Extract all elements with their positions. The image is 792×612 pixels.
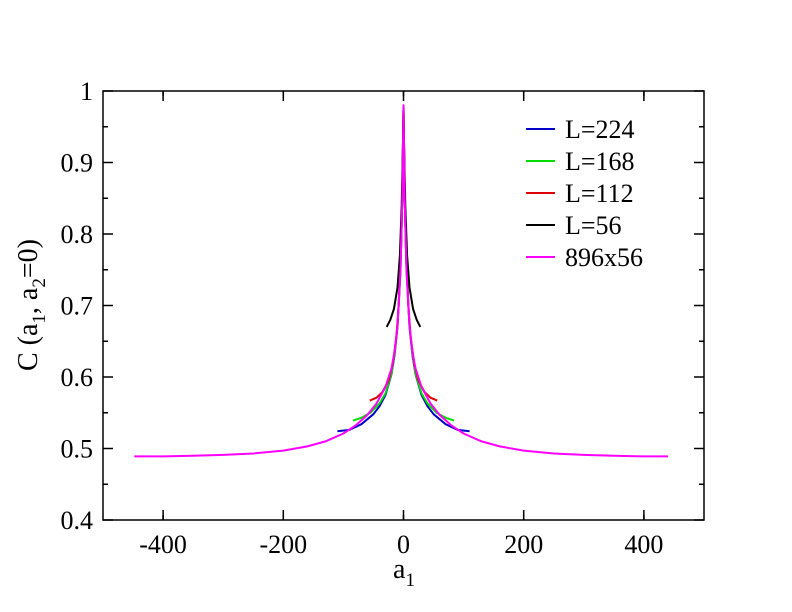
- legend-label: L=112: [565, 179, 634, 208]
- x-tick-label: 200: [504, 530, 543, 559]
- x-tick-label: -200: [259, 530, 307, 559]
- y-tick-label: 0.5: [61, 435, 94, 464]
- legend-label: L=168: [565, 147, 635, 176]
- x-tick-label: 400: [624, 530, 663, 559]
- y-tick-label: 0.9: [61, 149, 94, 178]
- y-axis-label: C (a1, a2=0): [13, 239, 50, 371]
- y-tick-label: 0.8: [61, 220, 94, 249]
- series-line-896x56: [134, 104, 668, 458]
- legend-label: L=224: [565, 115, 635, 144]
- x-tick-label: -400: [139, 530, 187, 559]
- legend-label: L=56: [565, 211, 622, 240]
- x-axis-label: a1: [393, 554, 415, 591]
- legend-label: 896x56: [565, 243, 643, 272]
- series-lines: [134, 104, 668, 458]
- y-tick-label: 1: [80, 77, 93, 106]
- y-tick-label: 0.7: [61, 292, 94, 321]
- axis-ticks: -400 -200 0 200 400 0.4 0.5 0.6 0.7 0.8 0.9 1: [61, 77, 704, 559]
- legend: L=224 L=168 L=112 L=56 896x56: [526, 115, 643, 272]
- y-tick-label: 0.6: [61, 363, 94, 392]
- x-tick-label: 0: [397, 530, 410, 559]
- y-tick-label: 0.4: [61, 506, 94, 535]
